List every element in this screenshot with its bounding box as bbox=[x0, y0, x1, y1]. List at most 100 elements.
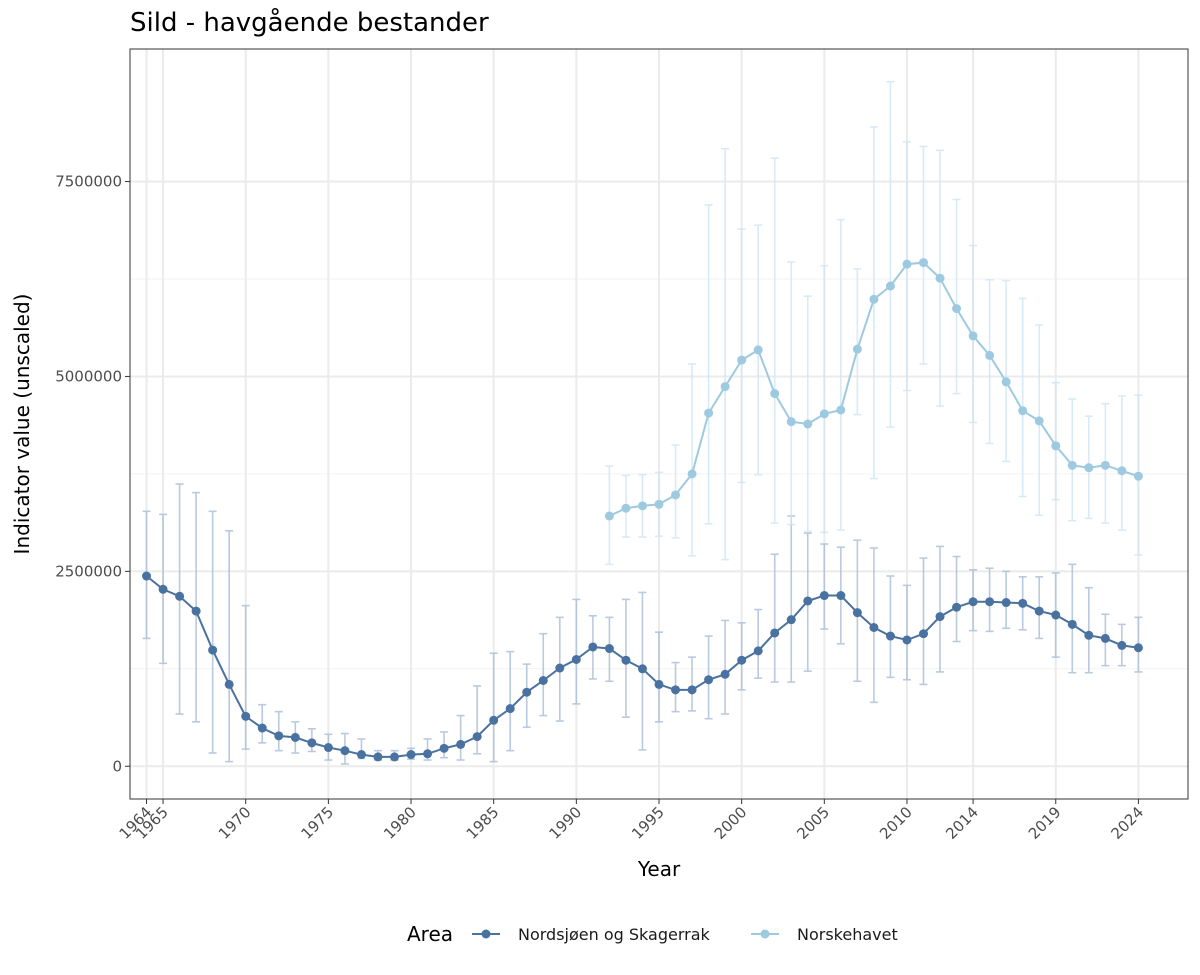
error-bar bbox=[208, 510, 217, 754]
data-point bbox=[340, 746, 350, 756]
error-bar bbox=[506, 650, 515, 752]
y-tick-label: 7500000 bbox=[55, 173, 122, 191]
data-point bbox=[654, 679, 664, 689]
error-bar bbox=[919, 557, 928, 686]
data-point bbox=[241, 711, 251, 721]
data-point bbox=[952, 602, 962, 612]
error-bar bbox=[721, 619, 730, 715]
data-point bbox=[307, 738, 317, 748]
data-point bbox=[621, 503, 631, 513]
data-point bbox=[869, 294, 879, 304]
x-tick-label: 1970 bbox=[215, 803, 255, 843]
data-point bbox=[836, 405, 846, 415]
data-point bbox=[142, 571, 152, 581]
error-bar bbox=[721, 147, 730, 561]
data-point bbox=[1084, 463, 1094, 473]
error-bar bbox=[803, 295, 812, 533]
y-tick-label: 2500000 bbox=[55, 562, 122, 580]
data-point bbox=[1034, 416, 1044, 426]
data-point bbox=[935, 273, 945, 283]
error-bar bbox=[1068, 563, 1077, 674]
data-point bbox=[869, 622, 879, 632]
data-point bbox=[803, 596, 813, 606]
error-bar bbox=[754, 608, 763, 679]
data-point bbox=[158, 584, 168, 594]
y-tick-label: 5000000 bbox=[55, 367, 122, 385]
y-axis-title: Indicator value (unscaled) bbox=[10, 294, 34, 555]
grid bbox=[130, 49, 1188, 799]
x-axis-title: Year bbox=[637, 857, 681, 881]
series-points bbox=[142, 258, 1143, 762]
data-point bbox=[1084, 630, 1094, 640]
data-point bbox=[968, 597, 978, 607]
data-point bbox=[390, 752, 399, 762]
data-point bbox=[456, 739, 466, 749]
data-point bbox=[1067, 460, 1077, 470]
data-point bbox=[538, 675, 548, 685]
data-point bbox=[770, 389, 780, 399]
error-bar bbox=[489, 652, 498, 763]
data-point bbox=[1018, 406, 1028, 416]
x-tick-label: 2010 bbox=[876, 803, 916, 843]
data-point bbox=[290, 732, 300, 742]
data-point bbox=[1100, 633, 1110, 643]
data-point bbox=[919, 258, 928, 268]
data-point bbox=[1001, 598, 1011, 608]
legend-label-norskehavet: Norskehavet bbox=[797, 925, 898, 944]
error-bar bbox=[787, 261, 796, 526]
data-point bbox=[472, 732, 482, 742]
data-point bbox=[704, 675, 714, 685]
data-point bbox=[852, 344, 862, 354]
data-point bbox=[819, 409, 829, 419]
error-bar bbox=[919, 145, 928, 365]
error-bar bbox=[1084, 586, 1093, 674]
error-bar bbox=[1117, 395, 1126, 531]
error-bar bbox=[572, 598, 581, 705]
error-bar bbox=[886, 575, 895, 679]
data-point bbox=[654, 499, 664, 509]
data-point bbox=[803, 419, 813, 429]
data-point bbox=[489, 715, 499, 725]
error-bar bbox=[770, 157, 779, 524]
data-point bbox=[737, 655, 747, 665]
data-point bbox=[902, 635, 912, 645]
error-bar bbox=[225, 530, 234, 763]
error-bar bbox=[902, 584, 911, 681]
error-bar bbox=[688, 656, 697, 712]
data-point bbox=[985, 350, 995, 360]
data-point bbox=[439, 743, 449, 753]
error-bar bbox=[886, 80, 895, 428]
data-point bbox=[737, 355, 747, 365]
data-point bbox=[952, 304, 962, 314]
error-bar bbox=[952, 198, 961, 395]
legend-item-nordsjoen: Nordsjøen og Skagerrak bbox=[472, 925, 711, 944]
data-point bbox=[753, 345, 763, 355]
y-tick-label: 0 bbox=[112, 757, 122, 775]
error-bar bbox=[770, 553, 779, 683]
data-point bbox=[637, 664, 647, 674]
error-bar bbox=[688, 363, 697, 557]
data-point bbox=[505, 704, 515, 714]
data-point bbox=[720, 669, 730, 679]
error-bar bbox=[655, 631, 663, 723]
error-bar bbox=[820, 264, 829, 534]
data-point bbox=[935, 612, 945, 622]
data-point bbox=[423, 749, 433, 759]
x-tick-label: 1985 bbox=[463, 803, 503, 843]
legend-item-norskehavet: Norskehavet bbox=[751, 925, 898, 944]
data-point bbox=[208, 645, 218, 655]
data-point bbox=[902, 259, 912, 269]
error-bar bbox=[936, 545, 945, 673]
data-point bbox=[1100, 460, 1110, 470]
data-point bbox=[406, 750, 416, 760]
data-point bbox=[224, 679, 234, 689]
data-point bbox=[671, 685, 681, 695]
data-point bbox=[1067, 619, 1077, 629]
error-bar bbox=[539, 632, 548, 717]
error-bar bbox=[1002, 279, 1011, 463]
data-point bbox=[604, 644, 614, 654]
data-point bbox=[604, 511, 614, 521]
data-point bbox=[720, 382, 730, 392]
